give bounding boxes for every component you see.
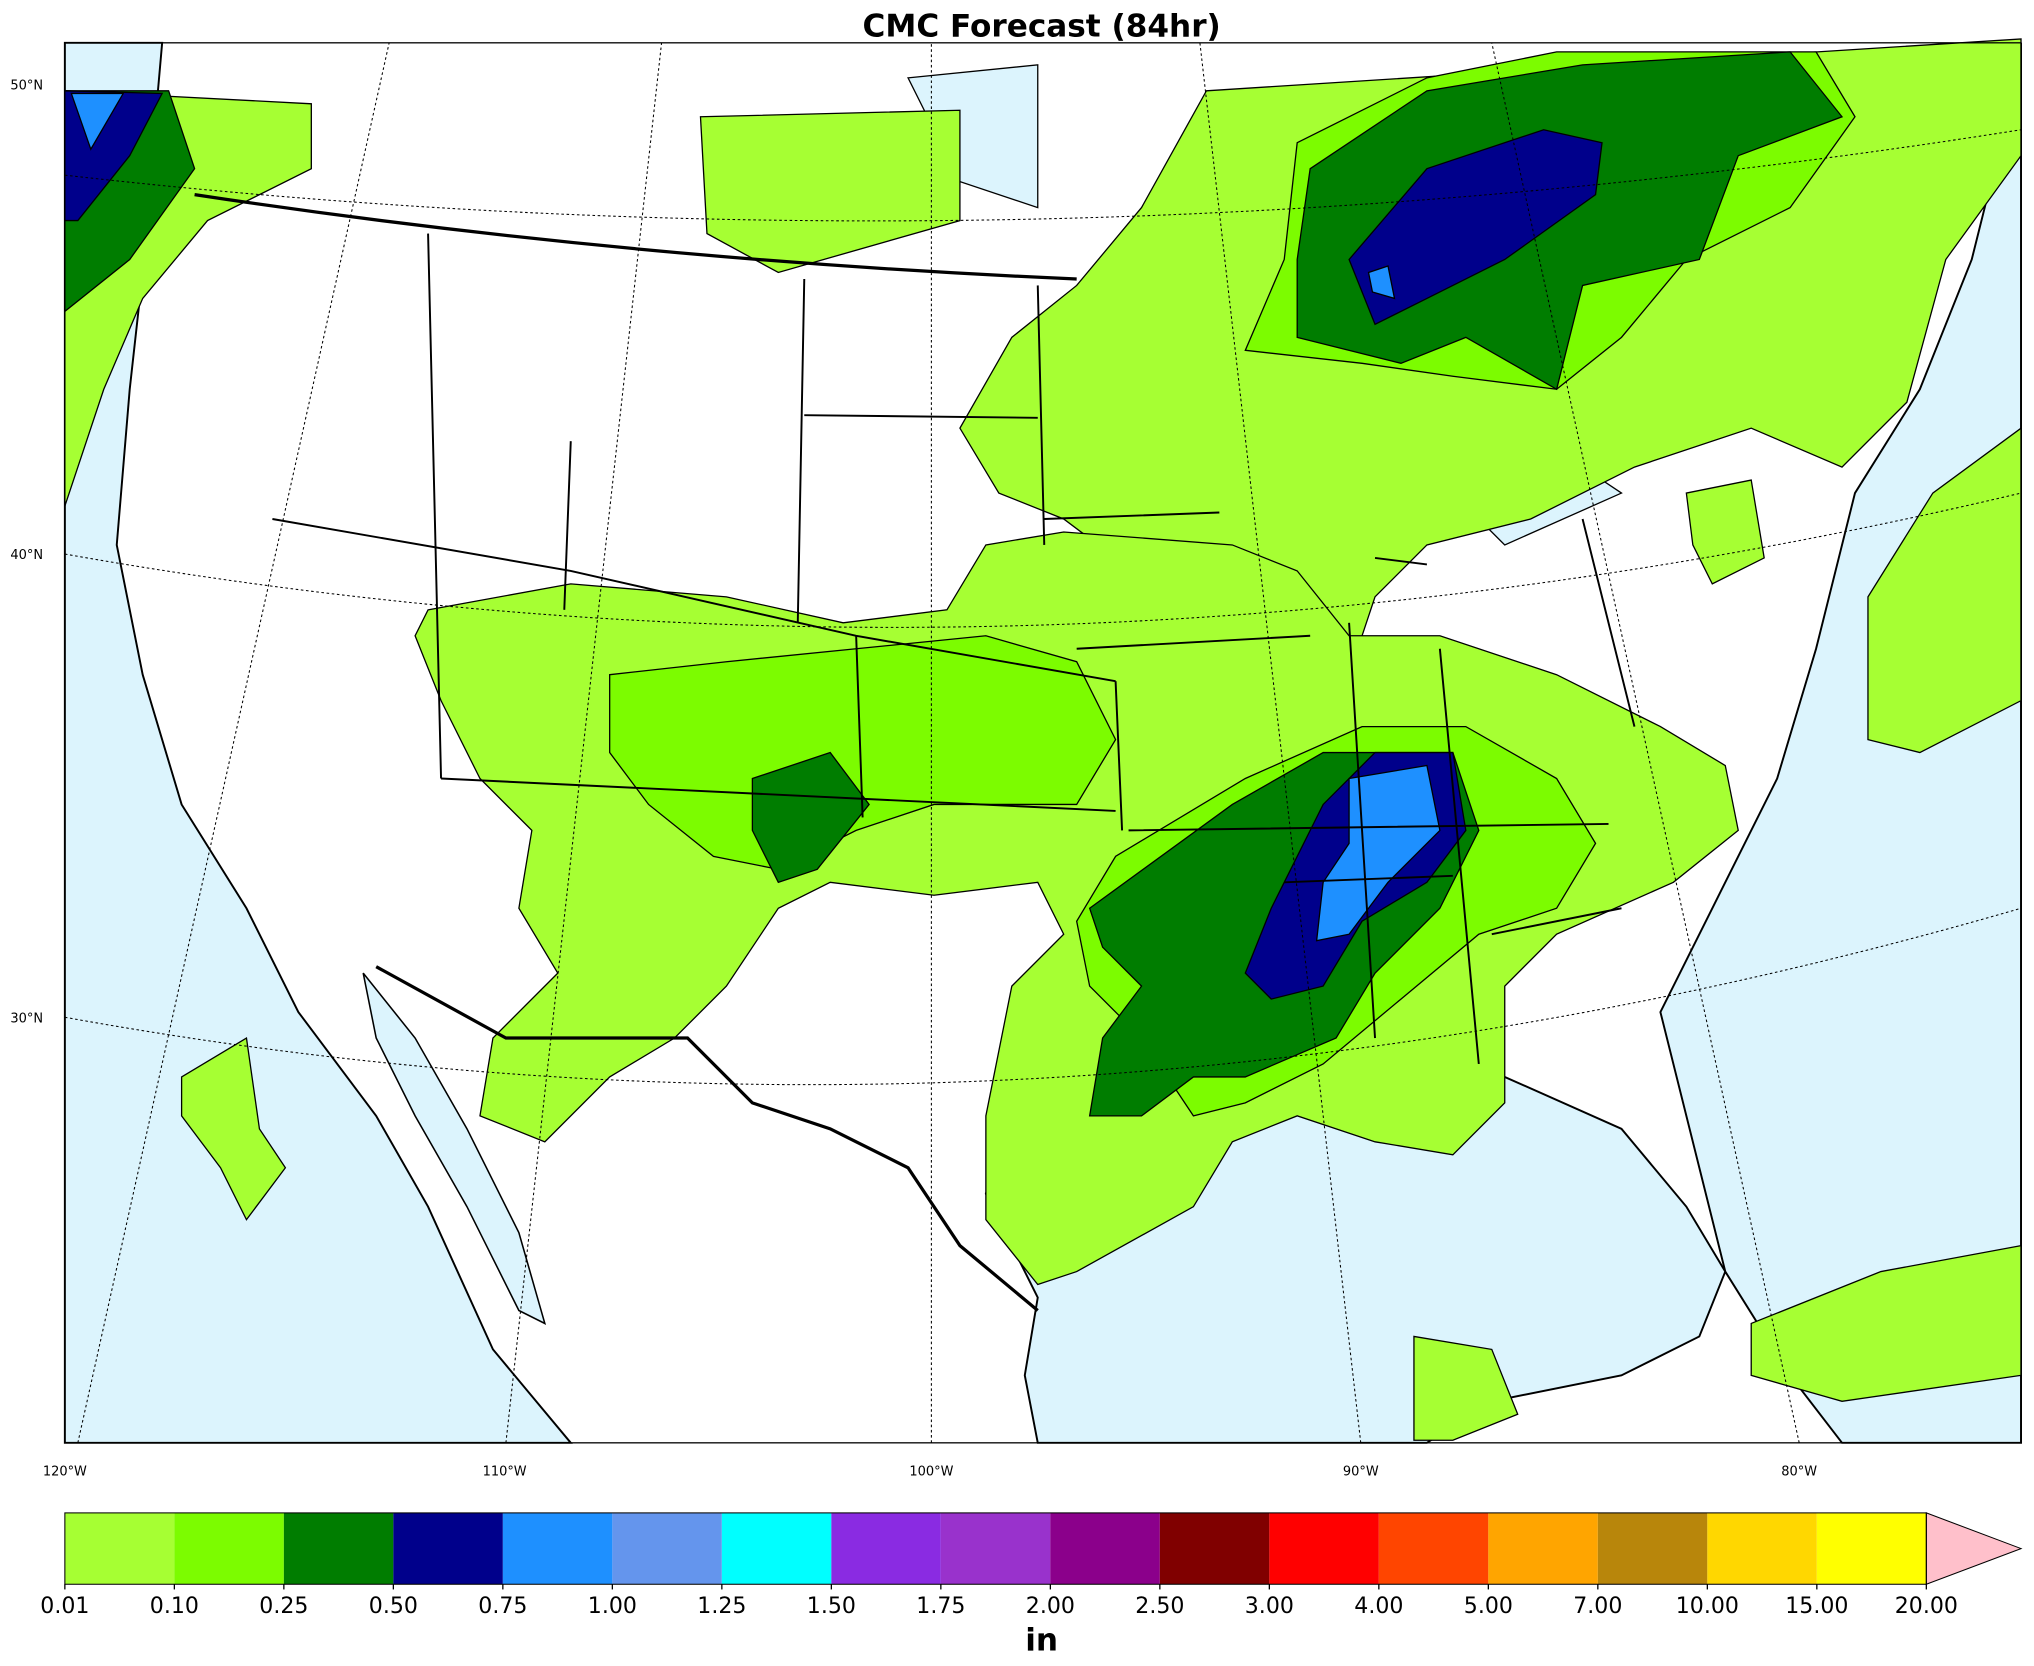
lon-label: 80°W	[1781, 1464, 1817, 1479]
color-swatch	[940, 1512, 1051, 1585]
color-swatch	[612, 1512, 722, 1585]
atlantic	[1659, 42, 2023, 1444]
tick-label: 0.75	[478, 1594, 527, 1619]
tick-label: 5.00	[1464, 1594, 1513, 1619]
tick-label: 2.50	[1135, 1594, 1184, 1619]
tick-label: 0.50	[369, 1594, 418, 1619]
colorbar-frame	[64, 1512, 1927, 1585]
tick-label: 0.01	[40, 1594, 89, 1619]
lat-label: 50°N	[10, 79, 43, 94]
color-swatch	[1159, 1512, 1270, 1585]
tick-label: 20.00	[1895, 1594, 1958, 1619]
color-swatch	[1378, 1512, 1489, 1585]
tick-label: 1.25	[697, 1594, 746, 1619]
tick-label: 4.00	[1354, 1594, 1403, 1619]
tick-label: 1.00	[588, 1594, 637, 1619]
color-swatch	[1269, 1512, 1379, 1585]
tick-label: 3.00	[1245, 1594, 1294, 1619]
colorbar-unit: in	[1025, 1622, 1058, 1658]
lat-label: 40°N	[10, 548, 43, 563]
lon-label: 110°W	[483, 1464, 527, 1479]
colorbar: 0.01 0.10 0.25 0.50 0.75 1.00 1.25 1.50 1.75 2.00…	[40, 1512, 2023, 1619]
tick-label: 2.00	[1026, 1594, 1075, 1619]
tick-label: 15.00	[1785, 1594, 1848, 1619]
lon-label: 100°W	[909, 1464, 953, 1479]
color-swatch	[1488, 1512, 1598, 1585]
borders	[194, 193, 1636, 1312]
tick-label: 7.00	[1573, 1594, 1622, 1619]
title: CMC Forecast (84hr)	[863, 8, 1221, 44]
lon-label: 90°W	[1343, 1464, 1379, 1479]
extend-arrow	[1925, 1512, 2023, 1586]
lat-label: 30°N	[10, 1011, 43, 1026]
gulf-of-california	[362, 972, 547, 1325]
color-swatch	[174, 1512, 284, 1585]
tick-label: 0.10	[150, 1594, 199, 1619]
color-swatch	[1816, 1512, 1927, 1585]
labels: 50°N 40°N 30°N 120°W 110°W 100°W 90°W 80…	[10, 79, 1817, 1480]
color-swatch	[283, 1512, 394, 1585]
color-swatch	[1050, 1512, 1160, 1585]
lon-label: 120°W	[43, 1464, 87, 1479]
tick-label: 1.75	[916, 1594, 965, 1619]
color-swatch	[1597, 1512, 1708, 1585]
color-swatch	[721, 1512, 832, 1585]
tick-label: 1.50	[807, 1594, 856, 1619]
tick-label: 0.25	[259, 1594, 308, 1619]
color-swatch	[1707, 1512, 1817, 1585]
color-swatch	[502, 1512, 613, 1585]
map	[63, 38, 2023, 1444]
map-frame	[64, 42, 2022, 1444]
tick-label: 10.00	[1676, 1594, 1739, 1619]
color-swatch	[831, 1512, 941, 1585]
color-swatch	[64, 1512, 175, 1585]
precip	[64, 38, 2022, 1441]
graticule	[64, 42, 2022, 1443]
color-swatch	[393, 1512, 503, 1585]
